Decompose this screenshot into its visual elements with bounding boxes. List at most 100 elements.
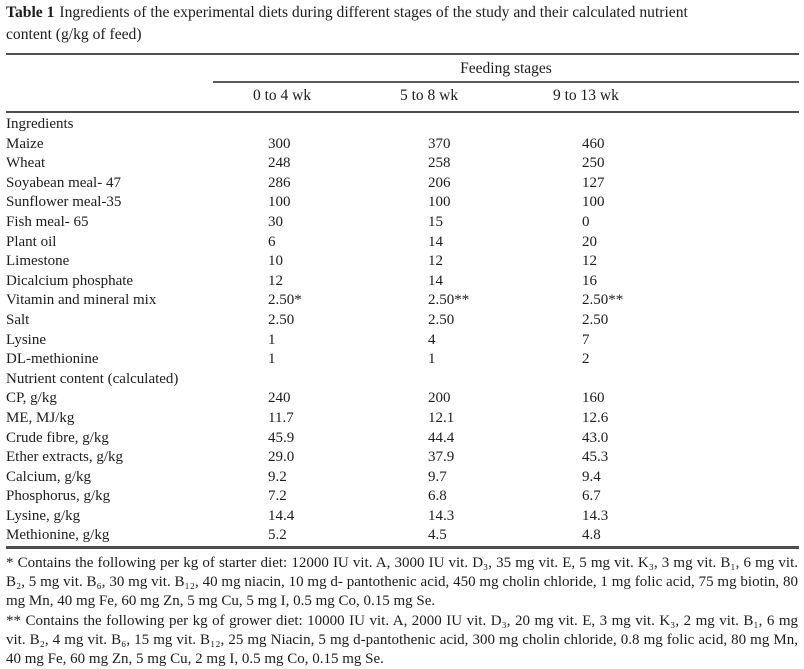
section-title: Ingredients: [6, 116, 74, 132]
row-label: Ether extracts, g/kg: [6, 449, 124, 466]
row-label: CP, g/kg: [6, 390, 57, 407]
cell-value: 300: [268, 135, 291, 152]
cell-value: 30: [268, 213, 283, 230]
row-label: Dicalcium phosphate: [6, 272, 134, 289]
cell-value: 12: [582, 253, 597, 270]
caption-label: Table 1: [6, 4, 55, 21]
cell-value: 370: [428, 135, 451, 152]
cell-value: 2.50: [268, 311, 295, 328]
table-caption: Table 1 Ingredients of the experimental d…: [6, 2, 798, 46]
cell-value: 9.7: [428, 468, 447, 485]
cell-value: 45.3: [582, 449, 609, 466]
column-header-0-4wk: 0 to 4 wk: [253, 87, 312, 104]
cell-value: 160: [582, 390, 605, 407]
group-header-row: Feeding stages: [213, 55, 799, 83]
cell-value: 5.2: [268, 527, 287, 544]
cell-value: 0: [582, 213, 590, 230]
cell-value: 11.7: [268, 409, 294, 426]
row-label: Lysine: [6, 331, 46, 348]
cell-value: 2.50*: [268, 292, 302, 309]
cell-value: 2.50: [582, 311, 609, 328]
cell-value: 100: [428, 194, 451, 211]
cell-value: 16: [582, 272, 597, 289]
cell-value: 206: [428, 174, 451, 191]
cell-value: 4: [428, 331, 436, 348]
table-row: Lysine, g/kg 14.4 14.3 14.3: [6, 507, 799, 527]
cell-value: 12.6: [582, 409, 609, 426]
cell-value: 14: [428, 272, 443, 289]
column-header-9-13wk: 9 to 13 wk: [553, 87, 619, 104]
table-row: Salt 2.50 2.50 2.50: [6, 311, 799, 331]
row-label: Wheat: [6, 155, 46, 172]
cell-value: 12: [428, 253, 443, 270]
section-title: Nutrient content (calculated): [6, 370, 179, 387]
cell-value: 286: [268, 174, 291, 191]
cell-value: 6: [268, 233, 276, 250]
cell-value: 1: [268, 351, 276, 368]
row-label: Plant oil: [6, 233, 57, 250]
cell-value: 6.8: [428, 488, 447, 505]
cell-value: 45.9: [268, 429, 295, 446]
cell-value: 14.3: [582, 507, 609, 524]
cell-value: 258: [428, 155, 451, 172]
cell-value: 14.4: [268, 507, 295, 524]
cell-value: 10: [268, 253, 283, 270]
cell-value: 14.3: [428, 507, 455, 524]
cell-value: 200: [428, 390, 451, 407]
cell-value: 4.8: [582, 527, 601, 544]
cell-value: 7: [582, 331, 590, 348]
table-row: Phosphorus, g/kg 7.2 6.8 6.7: [6, 487, 799, 507]
cell-value: 2.50**: [428, 292, 470, 309]
table-row: Calcium, g/kg 9.2 9.7 9.4: [6, 468, 799, 488]
row-label: Crude fibre, g/kg: [6, 429, 109, 446]
table-row: Soyabean meal- 47 286 206 127: [6, 174, 799, 194]
cell-value: 14: [428, 233, 443, 250]
column-header-5-8wk: 5 to 8 wk: [400, 87, 459, 104]
table-row: Vitamin and mineral mix 2.50* 2.50** 2.50**: [6, 291, 799, 311]
table-row: Maize 300 370 460: [6, 135, 799, 155]
table-row: Wheat 248 258 250: [6, 154, 799, 174]
cell-value: 1: [428, 351, 436, 368]
cell-value: 9.2: [268, 468, 287, 485]
cell-value: 2: [582, 351, 590, 368]
cell-value: 460: [582, 135, 605, 152]
table-row: Plant oil 6 14 20: [6, 233, 799, 253]
table-row: Ether extracts, g/kg 29.0 37.9 45.3: [6, 448, 799, 468]
cell-value: 2.50: [428, 311, 455, 328]
section-header-row: Nutrient content (calculated): [6, 370, 799, 390]
row-label: Maize: [6, 135, 44, 152]
table-row: CP, g/kg 240 200 160: [6, 389, 799, 409]
row-label: Fish meal- 65: [6, 213, 89, 230]
row-label: Methionine, g/kg: [6, 527, 110, 544]
footnote-starter-diet: * Contains the following per kg of start…: [6, 555, 798, 610]
data-table: Feeding stages 0 to 4 wk 5 to 8 wk 9 to …: [6, 53, 799, 550]
row-label: Vitamin and mineral mix: [6, 292, 157, 309]
cell-value: 2.50**: [582, 292, 624, 309]
cell-value: 4.5: [428, 527, 447, 544]
cell-value: 100: [582, 194, 605, 211]
table-row: Limestone 10 12 12: [6, 252, 799, 272]
cell-value: 9.4: [582, 468, 601, 485]
table-row: Dicalcium phosphate 12 14 16: [6, 272, 799, 292]
cell-value: 15: [428, 213, 443, 230]
table-row: ME, MJ/kg 11.7 12.1 12.6: [6, 409, 799, 429]
table-row: Methionine, g/kg 5.2 4.5 4.8: [6, 526, 799, 546]
group-header-label: Feeding stages: [460, 60, 552, 77]
table-row: Lysine 1 4 7: [6, 331, 799, 351]
caption-text: Ingredients of the experimental diets du…: [6, 4, 688, 43]
cell-value: 44.4: [428, 429, 455, 446]
cell-value: 43.0: [582, 429, 609, 446]
row-label: Lysine, g/kg: [6, 507, 81, 524]
table-body: Ingredients Maize 300 370 460 Wheat 248 258 250 S…: [6, 115, 799, 546]
cell-value: 1: [268, 331, 276, 348]
row-label: DL-methionine: [6, 351, 99, 368]
row-label: Salt: [6, 311, 30, 328]
cell-value: 240: [268, 390, 291, 407]
cell-value: 6.7: [582, 488, 601, 505]
section-header-row: Ingredients: [6, 115, 799, 135]
column-header-row: 0 to 4 wk 5 to 8 wk 9 to 13 wk: [6, 83, 799, 113]
row-label: Phosphorus, g/kg: [6, 488, 111, 505]
row-label: Soyabean meal- 47: [6, 174, 121, 191]
cell-value: 250: [582, 155, 605, 172]
cell-value: 12.1: [428, 409, 455, 426]
